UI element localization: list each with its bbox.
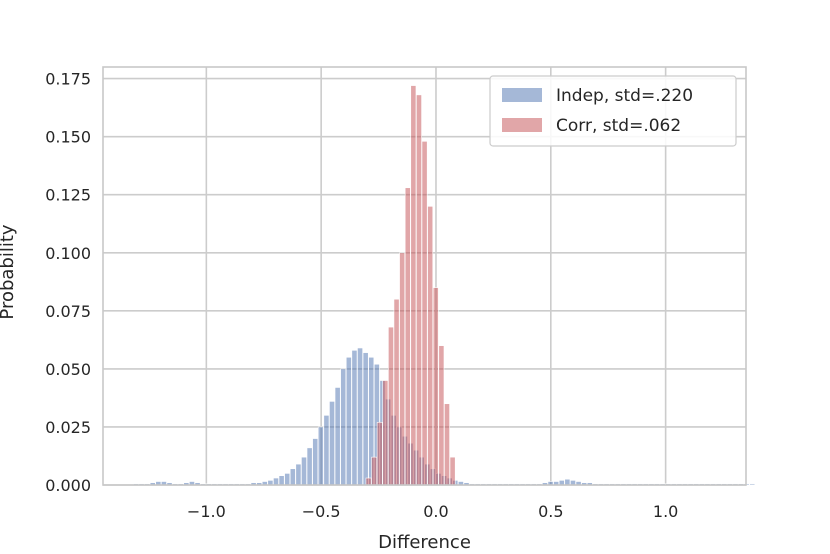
x-tick-label: −0.5	[302, 502, 341, 521]
x-tick-label: 0.0	[423, 502, 448, 521]
x-axis-label: Difference	[378, 532, 471, 553]
y-tick-label: 0.150	[45, 128, 91, 147]
legend-swatch-indep	[502, 88, 542, 102]
histogram-bar	[416, 94, 422, 486]
histogram-bar	[295, 463, 302, 486]
histogram-bar	[351, 350, 358, 486]
histogram-bar	[357, 347, 363, 486]
histogram-bar	[340, 368, 347, 486]
legend: Indep, std=.220 Corr, std=.062	[489, 75, 737, 147]
y-axis-label: Probability	[0, 224, 18, 319]
x-tick-label: 0.5	[538, 502, 563, 521]
corr-series-bars	[365, 85, 456, 486]
legend-swatch-corr	[502, 118, 542, 132]
histogram-bar	[376, 421, 383, 486]
y-axis-ticks: 0.000 0.025 0.050 0.075 0.100 0.125 0.150 0.175	[45, 70, 91, 495]
x-tick-label: −1.0	[187, 502, 226, 521]
histogram-bar	[393, 298, 400, 486]
y-tick-label: 0.025	[45, 418, 91, 437]
y-tick-label: 0.125	[45, 186, 91, 205]
histogram-bar	[749, 483, 756, 486]
histogram-bar	[382, 380, 389, 486]
histogram-bar	[301, 456, 307, 486]
histogram-bar	[278, 475, 285, 486]
histogram-bar	[404, 187, 411, 486]
x-tick-label: 1.0	[653, 502, 678, 521]
plot-frame	[102, 66, 747, 486]
histogram-bar	[317, 426, 324, 486]
histogram-bar	[365, 477, 372, 486]
histogram-bar	[444, 403, 450, 486]
histogram-bar	[273, 477, 279, 486]
histogram-bar	[564, 478, 571, 486]
y-tick-label: 0.000	[45, 476, 91, 495]
histogram-bar	[438, 345, 445, 486]
y-tick-label: 0.050	[45, 360, 91, 379]
histogram-bar	[410, 85, 417, 486]
histogram-bar	[289, 468, 296, 486]
histogram-bar	[329, 401, 335, 486]
x-axis-ticks: −1.0 −0.5 0.0 0.5 1.0	[187, 502, 678, 521]
y-tick-label: 0.100	[45, 244, 91, 263]
histogram-bar	[432, 287, 439, 486]
histogram-bar	[345, 356, 352, 486]
histogram-bar	[399, 252, 406, 486]
y-tick-label: 0.175	[45, 70, 91, 89]
histogram-bar	[362, 352, 369, 486]
histogram-bar	[371, 456, 378, 486]
legend-entry-indep: Indep, std=.220	[556, 86, 693, 106]
histogram-bar	[388, 326, 394, 486]
histogram-bar	[284, 473, 291, 486]
histogram-bar	[449, 456, 456, 486]
histogram-bar	[306, 447, 313, 486]
legend-box	[489, 75, 737, 147]
histogram-bar	[334, 387, 341, 486]
legend-entry-corr: Corr, std=.062	[556, 116, 681, 136]
histogram-bar	[421, 141, 428, 486]
histogram-bar	[312, 438, 319, 486]
histogram-bar	[323, 415, 330, 486]
histogram-bar	[427, 206, 434, 486]
y-tick-label: 0.075	[45, 302, 91, 321]
